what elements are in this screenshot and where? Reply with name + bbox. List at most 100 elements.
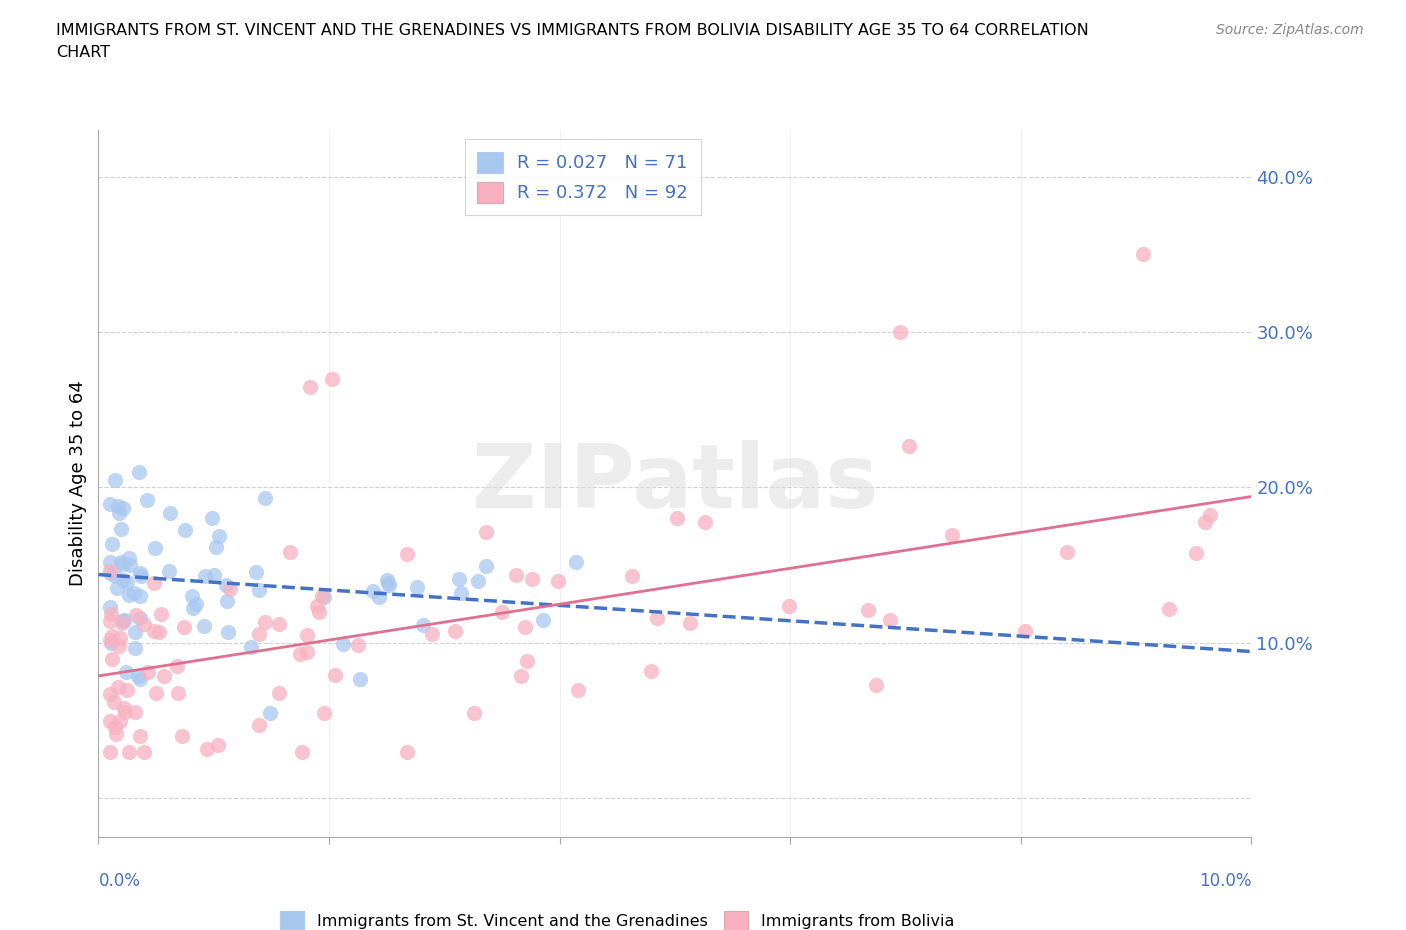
Point bbox=[114, 705, 136, 720]
Point bbox=[118, 588, 141, 603]
Point bbox=[100, 537, 122, 551]
Point bbox=[522, 572, 544, 587]
Point bbox=[195, 741, 218, 756]
Point bbox=[101, 629, 124, 644]
Point bbox=[778, 599, 800, 614]
Point bbox=[1132, 247, 1154, 262]
Point bbox=[104, 720, 127, 735]
Point bbox=[219, 581, 242, 596]
Point bbox=[368, 590, 391, 604]
Point bbox=[567, 683, 589, 698]
Point bbox=[117, 682, 139, 697]
Point bbox=[100, 606, 122, 621]
Point bbox=[865, 678, 887, 693]
Point bbox=[98, 686, 121, 701]
Point bbox=[115, 665, 138, 680]
Point bbox=[215, 594, 238, 609]
Point bbox=[450, 585, 472, 600]
Point bbox=[194, 569, 217, 584]
Point bbox=[143, 623, 166, 638]
Point bbox=[98, 497, 121, 512]
Point bbox=[347, 637, 370, 652]
Point bbox=[101, 652, 124, 667]
Y-axis label: Disability Age 35 to 64: Disability Age 35 to 64 bbox=[69, 380, 87, 587]
Text: ZIPatlas: ZIPatlas bbox=[472, 440, 877, 527]
Point bbox=[145, 685, 167, 700]
Point bbox=[378, 578, 401, 592]
Point bbox=[120, 557, 142, 572]
Point bbox=[311, 588, 333, 603]
Point bbox=[898, 438, 921, 453]
Text: 10.0%: 10.0% bbox=[1199, 872, 1251, 890]
Point bbox=[184, 596, 207, 611]
Point bbox=[1157, 602, 1180, 617]
Point bbox=[124, 625, 146, 640]
Point bbox=[127, 668, 149, 683]
Point bbox=[104, 726, 127, 741]
Point bbox=[98, 744, 121, 759]
Point bbox=[693, 515, 716, 530]
Point bbox=[463, 705, 485, 720]
Point bbox=[295, 628, 318, 643]
Point bbox=[111, 573, 134, 588]
Text: CHART: CHART bbox=[56, 45, 110, 60]
Point bbox=[111, 556, 134, 571]
Point bbox=[267, 685, 290, 700]
Point bbox=[128, 729, 150, 744]
Point bbox=[98, 564, 121, 578]
Point bbox=[122, 585, 145, 600]
Point bbox=[349, 672, 371, 687]
Point bbox=[105, 580, 128, 595]
Point bbox=[531, 612, 554, 627]
Point bbox=[208, 529, 231, 544]
Point bbox=[941, 527, 963, 542]
Point bbox=[142, 576, 165, 591]
Point bbox=[889, 325, 911, 339]
Point bbox=[129, 568, 152, 583]
Point bbox=[149, 606, 172, 621]
Point bbox=[167, 685, 190, 700]
Point bbox=[108, 639, 131, 654]
Point bbox=[173, 619, 195, 634]
Point bbox=[134, 744, 156, 759]
Point bbox=[112, 700, 135, 715]
Point bbox=[98, 714, 121, 729]
Point bbox=[217, 625, 239, 640]
Point bbox=[100, 614, 122, 629]
Point bbox=[124, 641, 146, 656]
Point bbox=[406, 579, 429, 594]
Point bbox=[103, 694, 125, 709]
Point bbox=[100, 635, 122, 650]
Point bbox=[640, 664, 662, 679]
Point bbox=[128, 611, 150, 626]
Point bbox=[247, 582, 270, 597]
Point bbox=[879, 613, 901, 628]
Point bbox=[323, 668, 346, 683]
Point bbox=[112, 614, 135, 629]
Point bbox=[247, 627, 270, 642]
Point bbox=[361, 584, 384, 599]
Point bbox=[247, 717, 270, 732]
Point bbox=[98, 554, 121, 569]
Point bbox=[620, 568, 643, 583]
Point bbox=[98, 632, 121, 647]
Point bbox=[1198, 508, 1220, 523]
Point bbox=[98, 565, 121, 580]
Point bbox=[112, 500, 135, 515]
Point bbox=[280, 545, 302, 560]
Legend: Immigrants from St. Vincent and the Grenadines, Immigrants from Bolivia: Immigrants from St. Vincent and the Gren… bbox=[274, 905, 960, 930]
Point bbox=[377, 576, 399, 591]
Point bbox=[108, 506, 131, 521]
Point bbox=[98, 600, 121, 615]
Point bbox=[547, 574, 569, 589]
Point bbox=[214, 578, 236, 592]
Point bbox=[259, 705, 281, 720]
Point bbox=[125, 607, 148, 622]
Point bbox=[1194, 515, 1216, 530]
Point bbox=[112, 613, 135, 628]
Point bbox=[858, 603, 880, 618]
Point bbox=[170, 728, 193, 743]
Point bbox=[181, 589, 204, 604]
Point bbox=[312, 705, 335, 720]
Point bbox=[474, 525, 496, 539]
